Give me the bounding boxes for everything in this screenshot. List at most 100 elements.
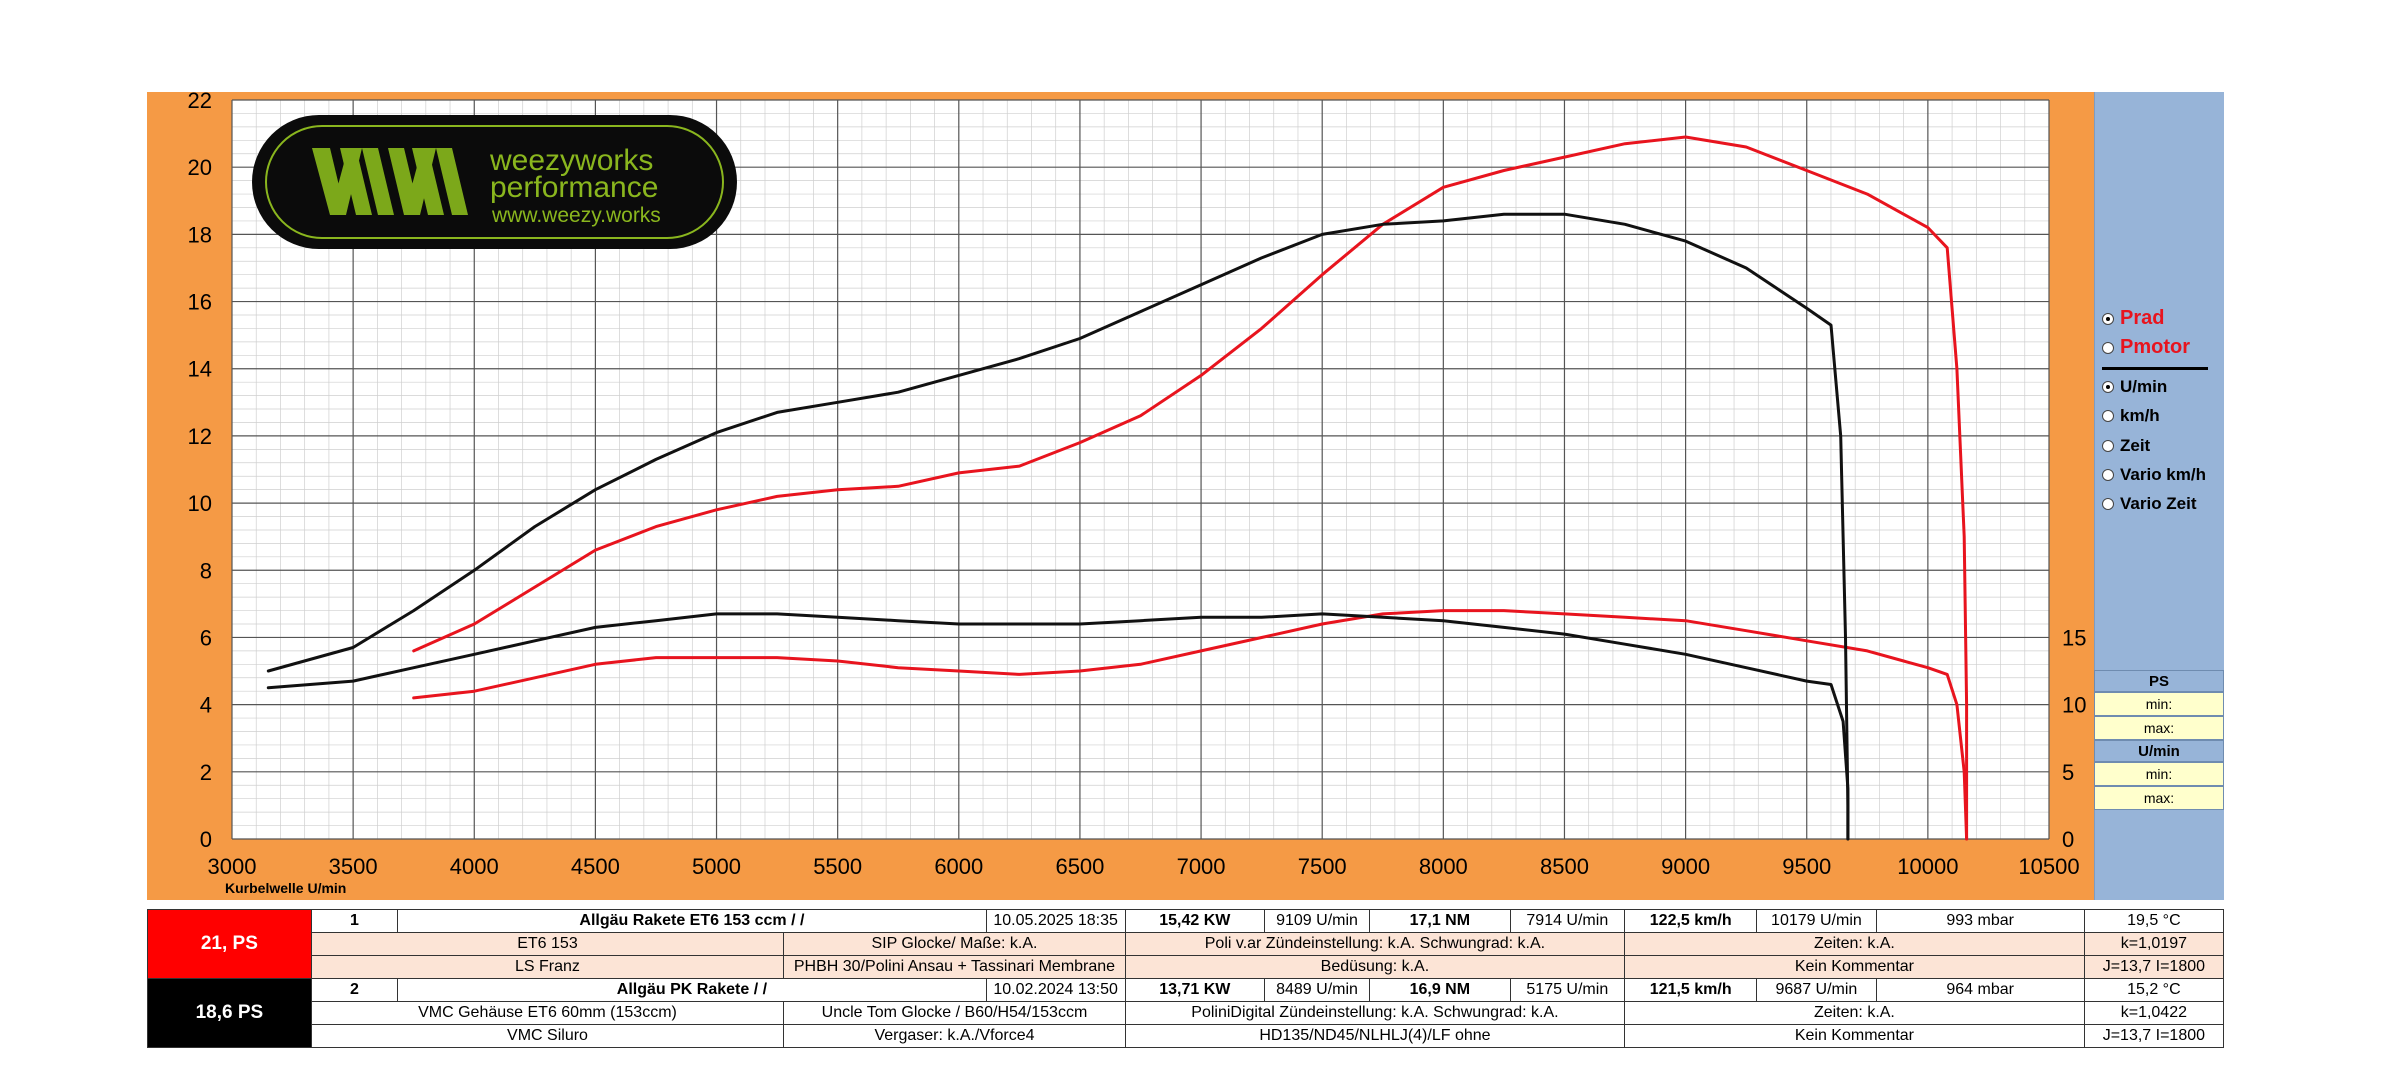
run1-times: Zeiten: k.A. bbox=[1624, 932, 2085, 956]
results-table: 21, PS 1 Allgäu Rakete ET6 153 ccm / / 1… bbox=[147, 909, 2225, 1048]
option-zeit[interactable]: Zeit bbox=[2102, 436, 2150, 456]
run2-comment: Kein Kommentar bbox=[1624, 1024, 2085, 1048]
y-tick-label: 4 bbox=[200, 693, 212, 718]
run2-nm: 16,9 NM bbox=[1369, 978, 1511, 1002]
run1-k-factor: k=1,0197 bbox=[2083, 932, 2225, 956]
run2-engine: VMC Gehäuse ET6 60mm (153ccm) bbox=[310, 1001, 785, 1025]
radio-icon bbox=[2102, 498, 2114, 510]
x-axis-label: Kurbelwelle U/min bbox=[225, 880, 346, 896]
run1-ps-badge: 21, PS bbox=[147, 909, 312, 979]
radio-icon bbox=[2102, 381, 2114, 393]
option-pmotor[interactable]: Pmotor bbox=[2102, 336, 2190, 359]
table-row: VMC Gehäuse ET6 60mm (153ccm) Uncle Tom … bbox=[148, 1001, 2225, 1025]
radio-icon bbox=[2102, 440, 2114, 452]
y-tick-label: 0 bbox=[200, 827, 212, 852]
run1-temp: 19,5 °C bbox=[2083, 909, 2225, 933]
run1-mbar: 993 mbar bbox=[1875, 909, 2085, 933]
x-tick-label: 3000 bbox=[208, 854, 257, 879]
umin-min-field[interactable]: min: bbox=[2094, 762, 2224, 786]
run2-jetting: HD135/ND45/NLHLJ(4)/LF ohne bbox=[1124, 1024, 1626, 1048]
run1-number: 1 bbox=[310, 909, 399, 933]
x-tick-label: 5000 bbox=[692, 854, 741, 879]
table-row: 21, PS 1 Allgäu Rakete ET6 153 ccm / / 1… bbox=[147, 909, 2225, 979]
logo-mark-icon bbox=[312, 148, 468, 215]
run2-kmh: 121,5 km/h bbox=[1624, 978, 1758, 1002]
y-tick-label: 8 bbox=[200, 558, 212, 583]
ps-max-field[interactable]: max: bbox=[2094, 716, 2224, 740]
run1-comment: Kein Kommentar bbox=[1624, 955, 2085, 979]
x-tick-label: 7500 bbox=[1298, 854, 1347, 879]
option-vario-zeit[interactable]: Vario Zeit bbox=[2102, 494, 2197, 514]
umin-max-field[interactable]: max: bbox=[2094, 786, 2224, 810]
x-tick-label: 7000 bbox=[1177, 854, 1226, 879]
y-tick-label: 12 bbox=[188, 424, 212, 449]
run1-clutch: SIP Glocke/ Maße: k.A. bbox=[783, 932, 1126, 956]
run1-kmh: 122,5 km/h bbox=[1624, 909, 1758, 933]
x-tick-label: 4000 bbox=[450, 854, 499, 879]
y-tick-label: 22 bbox=[188, 88, 212, 113]
x-tick-label: 6500 bbox=[1055, 854, 1104, 879]
y2-tick-label: 0 bbox=[2062, 827, 2074, 852]
umin-range-header: U/min bbox=[2094, 740, 2224, 762]
run1-nm-rpm: 7914 U/min bbox=[1509, 909, 1626, 933]
x-tick-label: 4500 bbox=[571, 854, 620, 879]
option-kmh[interactable]: km/h bbox=[2102, 406, 2160, 426]
y-tick-label: 14 bbox=[188, 357, 212, 382]
run1-ignition: Poli v.ar Zündeinstellung: k.A. Schwungr… bbox=[1124, 932, 1626, 956]
series-run2-power bbox=[266, 212, 1850, 841]
run2-ps-badge: 18,6 PS bbox=[147, 978, 312, 1048]
ps-range-header: PS bbox=[2094, 670, 2224, 692]
y2-tick-label: 5 bbox=[2062, 760, 2074, 785]
x-tick-label: 8500 bbox=[1540, 854, 1589, 879]
run1-name: Allgäu Rakete ET6 153 ccm / / bbox=[397, 909, 987, 933]
x-tick-label: 10500 bbox=[2018, 854, 2079, 879]
x-tick-label: 3500 bbox=[329, 854, 378, 879]
logo: weezyworks performance www.weezy.works bbox=[252, 115, 737, 249]
run1-inertia: J=13,7 I=1800 bbox=[2083, 955, 2225, 979]
y-tick-label: 2 bbox=[200, 760, 212, 785]
run1-exhaust: LS Franz bbox=[310, 955, 785, 979]
radio-icon bbox=[2102, 469, 2114, 481]
y2-tick-label: 15 bbox=[2062, 625, 2086, 650]
x-tick-label: 8000 bbox=[1419, 854, 1468, 879]
x-tick-label: 9500 bbox=[1782, 854, 1831, 879]
run1-engine: ET6 153 bbox=[310, 932, 785, 956]
run1-kw-rpm: 9109 U/min bbox=[1263, 909, 1371, 933]
series-run2-torque bbox=[266, 612, 1850, 841]
radio-icon bbox=[2102, 312, 2114, 325]
table-row: ET6 153 SIP Glocke/ Maße: k.A. Poli v.ar… bbox=[148, 932, 2225, 956]
table-row: LS Franz PHBH 30/Polini Ansau + Tassinar… bbox=[148, 955, 2225, 979]
run2-kw-rpm: 8489 U/min bbox=[1263, 978, 1371, 1002]
option-vario-kmh[interactable]: Vario km/h bbox=[2102, 465, 2206, 485]
run1-date: 10.05.2025 18:35 bbox=[985, 909, 1126, 933]
y-tick-label: 20 bbox=[188, 155, 212, 180]
run1-nm: 17,1 NM bbox=[1369, 909, 1511, 933]
run2-carb: Vergaser: k.A./Vforce4 bbox=[783, 1024, 1126, 1048]
run2-clutch: Uncle Tom Glocke / B60/H54/153ccm bbox=[783, 1001, 1126, 1025]
ps-min-field[interactable]: min: bbox=[2094, 692, 2224, 716]
x-tick-label: 10000 bbox=[1897, 854, 1958, 879]
run2-temp: 15,2 °C bbox=[2083, 978, 2225, 1002]
x-tick-label: 9000 bbox=[1661, 854, 1710, 879]
run2-name: Allgäu PK Rakete / / bbox=[397, 978, 987, 1002]
run1-kw: 15,42 KW bbox=[1124, 909, 1265, 933]
run1-kmh-rpm: 10179 U/min bbox=[1756, 909, 1877, 933]
run1-carb: PHBH 30/Polini Ansau + Tassinari Membran… bbox=[783, 955, 1126, 979]
run2-number: 2 bbox=[310, 978, 399, 1002]
run2-mbar: 964 mbar bbox=[1875, 978, 2085, 1002]
y2-tick-label: 10 bbox=[2062, 693, 2086, 718]
y-tick-label: 6 bbox=[200, 625, 212, 650]
table-row: VMC Siluro Vergaser: k.A./Vforce4 HD135/… bbox=[148, 1024, 2225, 1048]
logo-url: www.weezy.works bbox=[491, 204, 661, 227]
x-tick-label: 6000 bbox=[934, 854, 983, 879]
table-row: 18,6 PS 2 Allgäu PK Rakete / / 10.02.202… bbox=[147, 978, 2225, 1048]
series-run1-torque bbox=[412, 609, 1969, 841]
y-tick-label: 10 bbox=[188, 491, 212, 516]
x-tick-label: 5500 bbox=[813, 854, 862, 879]
run2-k-factor: k=1,0422 bbox=[2083, 1001, 2225, 1025]
series-run1-power bbox=[412, 135, 1969, 841]
run2-inertia: J=13,7 I=1800 bbox=[2083, 1024, 2225, 1048]
run2-exhaust: VMC Siluro bbox=[310, 1024, 785, 1048]
option-umin[interactable]: U/min bbox=[2102, 377, 2167, 397]
option-prad[interactable]: Prad bbox=[2102, 307, 2164, 330]
